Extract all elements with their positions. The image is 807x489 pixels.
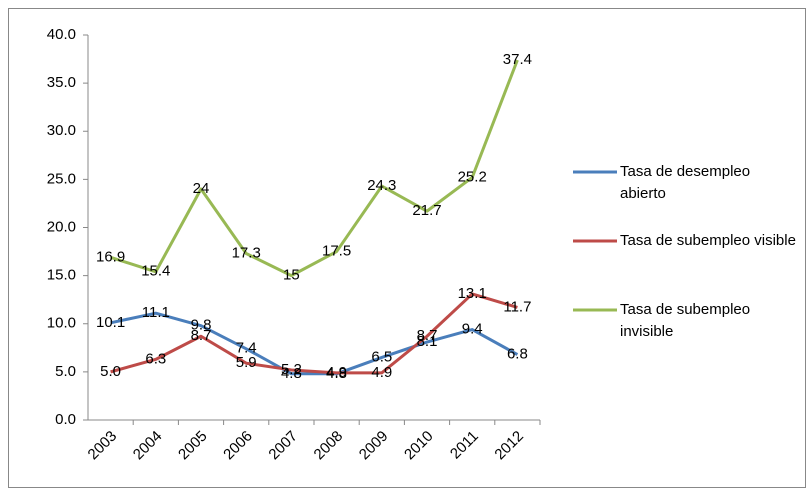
data-label: 8.1 — [417, 333, 438, 350]
legend-label: Tasa de desempleo abierto — [620, 163, 751, 202]
data-label: 15 — [283, 267, 300, 284]
y-tick-label: 40.0 — [47, 26, 76, 43]
legend-label: Tasa de subempleo visible — [620, 232, 796, 249]
x-tick-label: 2004 — [130, 428, 166, 464]
y-tick-label: 20.0 — [47, 218, 76, 235]
data-label: 7.4 — [236, 340, 257, 357]
x-tick-label: 2003 — [85, 428, 121, 464]
y-tick-label: 5.0 — [55, 363, 76, 380]
data-label: 9.8 — [191, 317, 212, 334]
y-tick-label: 30.0 — [47, 122, 76, 139]
x-tick-label: 2006 — [220, 428, 256, 464]
legend-label: Tasa de subempleo invisible — [620, 301, 751, 340]
series-line — [110, 292, 518, 375]
data-label: 4.9 — [326, 364, 347, 381]
series-line — [110, 311, 519, 376]
x-tick-label: 2011 — [447, 428, 482, 463]
data-label: 8.7 — [417, 327, 438, 344]
y-tick-label: 0.0 — [55, 411, 76, 428]
data-label: 16.9 — [96, 248, 125, 265]
data-label: 15.4 — [141, 263, 170, 280]
data-label: 17.5 — [322, 243, 351, 260]
data-label: 8.7 — [191, 327, 212, 344]
data-label: 4.9 — [371, 364, 392, 381]
data-label: 17.3 — [232, 244, 261, 261]
data-label: 4.8 — [281, 365, 302, 382]
x-tick-label: 2008 — [311, 428, 347, 464]
x-tick-label: 2012 — [491, 428, 527, 464]
data-label: 5.2 — [281, 361, 302, 378]
data-label: 11.1 — [142, 304, 170, 321]
data-label: 21.7 — [412, 202, 441, 219]
data-label: 11.7 — [503, 298, 531, 315]
x-tick-label: 2010 — [401, 428, 437, 464]
x-tick-label: 2007 — [265, 428, 301, 464]
x-tick-label: 2005 — [175, 428, 211, 464]
data-label: 6.3 — [145, 350, 166, 367]
data-label: 24.3 — [367, 177, 396, 194]
y-tick-label: 15.0 — [47, 267, 76, 284]
data-label: 4.8 — [326, 365, 347, 382]
data-label: 5.9 — [236, 354, 257, 371]
x-tick-label: 2009 — [356, 428, 392, 464]
data-label: 10.1 — [96, 314, 125, 331]
chart-border — [8, 8, 806, 488]
y-tick-label: 25.0 — [47, 170, 76, 187]
data-label: 5.0 — [100, 363, 121, 380]
y-tick-label: 35.0 — [47, 74, 76, 91]
data-label: 25.2 — [458, 168, 487, 185]
data-label: 13.1 — [458, 285, 487, 302]
y-tick-label: 10.0 — [47, 315, 76, 332]
data-label: 6.8 — [507, 346, 528, 363]
data-label: 24 — [193, 180, 210, 197]
data-label: 37.4 — [503, 51, 532, 68]
data-label: 9.4 — [462, 320, 483, 337]
data-label: 6.5 — [371, 348, 392, 365]
series-line — [110, 59, 519, 278]
